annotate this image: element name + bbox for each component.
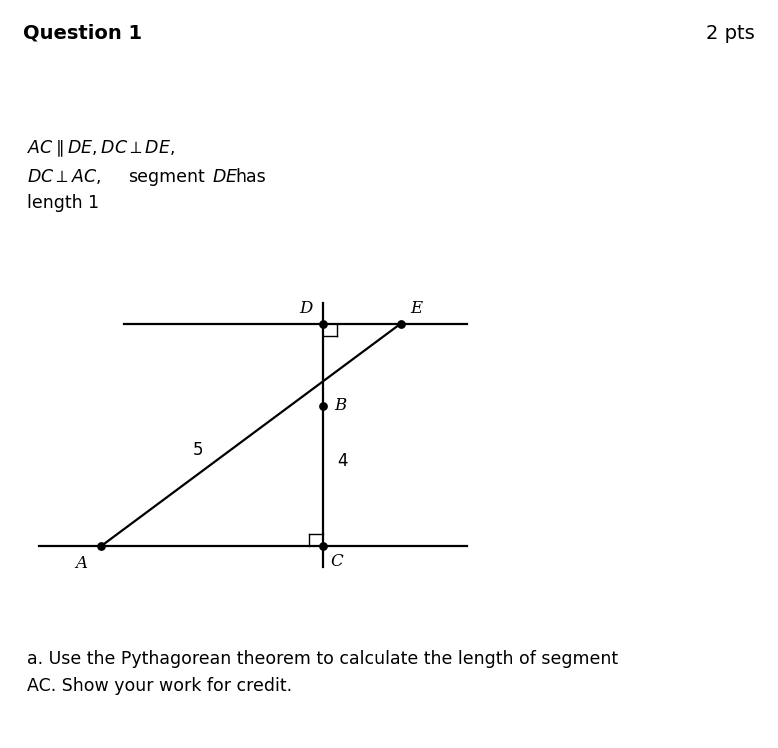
Point	[394, 318, 407, 330]
Text: C: C	[331, 553, 343, 570]
Text: 2 pts: 2 pts	[706, 24, 755, 43]
Text: segment: segment	[128, 168, 205, 186]
Point	[317, 318, 329, 330]
Text: A: A	[75, 555, 88, 571]
Text: a. Use the Pythagorean theorem to calculate the length of segment: a. Use the Pythagorean theorem to calcul…	[27, 650, 619, 668]
Point	[317, 399, 329, 411]
Text: 4: 4	[337, 452, 348, 470]
Text: D: D	[299, 300, 313, 317]
Text: length 1: length 1	[27, 194, 100, 212]
Text: Question 1: Question 1	[23, 24, 142, 43]
Text: $AC \parallel DE, DC \perp DE,$: $AC \parallel DE, DC \perp DE,$	[27, 139, 175, 159]
Text: 5: 5	[193, 441, 204, 459]
Text: has: has	[236, 168, 267, 186]
Text: $DC \perp AC,$: $DC \perp AC,$	[27, 167, 101, 186]
Point	[317, 540, 329, 552]
Text: E: E	[410, 300, 422, 317]
Text: $DE$: $DE$	[212, 168, 238, 186]
Text: B: B	[334, 397, 346, 414]
Point	[95, 540, 107, 552]
Text: AC. Show your work for credit.: AC. Show your work for credit.	[27, 678, 293, 696]
